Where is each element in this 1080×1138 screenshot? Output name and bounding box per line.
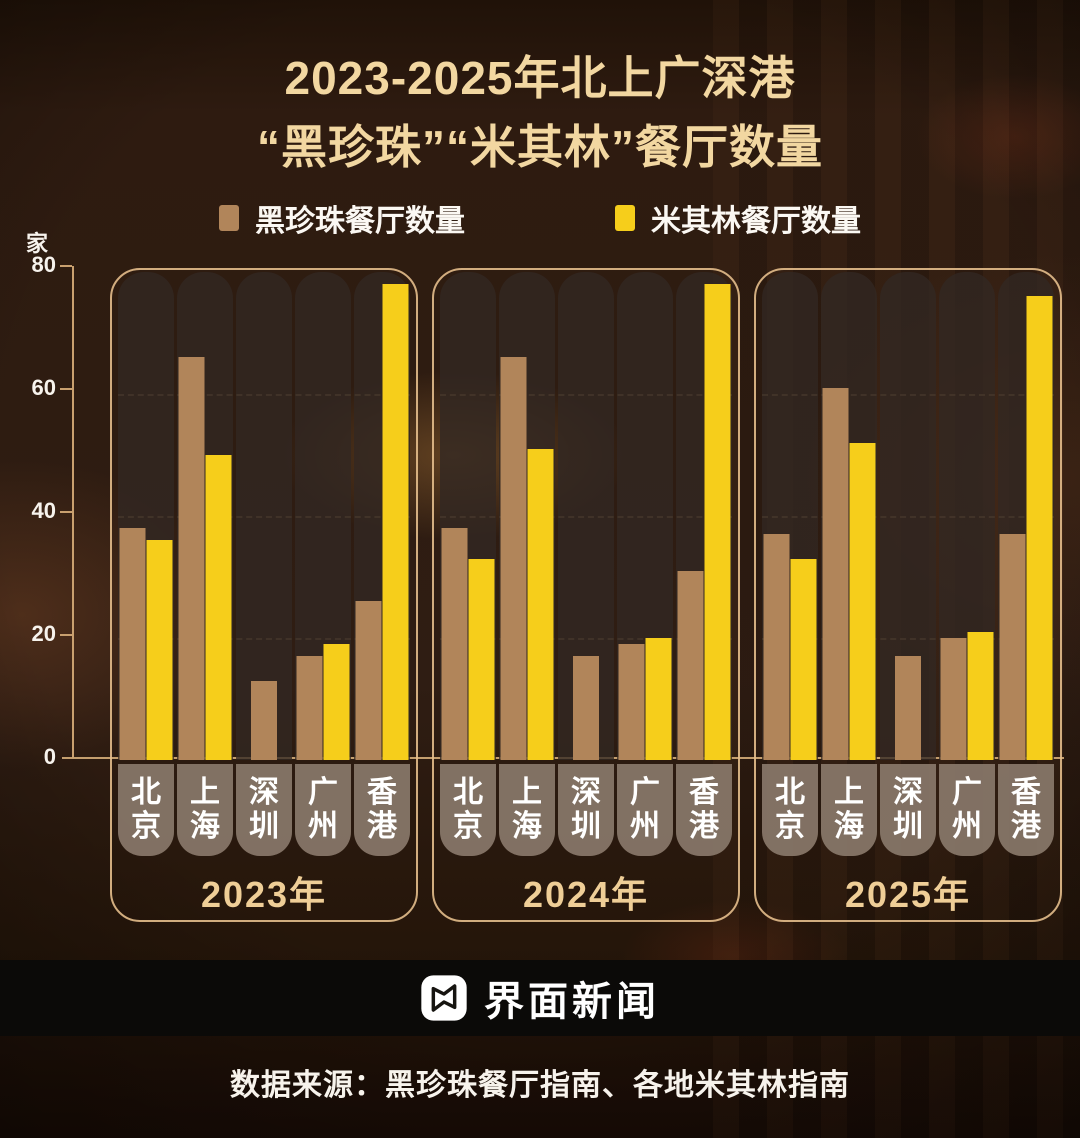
bar-black-pearl [822, 387, 849, 760]
title-line-1: 2023-2025年北上广深港 [284, 52, 796, 104]
bar-michelin [323, 644, 350, 760]
column-track [939, 272, 995, 760]
legend: 黑珍珠餐厅数量 米其林餐厅数量 [0, 196, 1080, 240]
y-tick [60, 634, 72, 636]
y-tick-label: 20 [31, 621, 56, 646]
column-track [676, 272, 732, 760]
bar-black-pearl [119, 528, 146, 760]
michelin-swatch-icon [615, 205, 635, 231]
column-track [354, 272, 410, 760]
bar-black-pearl [441, 528, 468, 760]
year-group: 北 京上 海深 圳广 州香 港 2024年 [432, 268, 740, 922]
bar-michelin [382, 284, 409, 760]
bar-black-pearl [573, 656, 599, 760]
column-track [821, 272, 877, 760]
city-label: 广 州 [939, 764, 995, 856]
city-label: 香 港 [676, 764, 732, 856]
column-track [177, 272, 233, 760]
bar-black-pearl [999, 534, 1026, 760]
column-track [998, 272, 1054, 760]
title-line-2: “黑珍珠”“米其林”餐厅数量 [257, 121, 823, 173]
column-track [499, 272, 555, 760]
black-pearl-swatch-icon [219, 205, 239, 231]
bar-black-pearl [895, 656, 921, 760]
city-label: 香 港 [354, 764, 410, 856]
column-track [118, 272, 174, 760]
legend-label: 米其林餐厅数量 [651, 205, 861, 238]
bar-michelin [468, 558, 495, 760]
bar-michelin [849, 442, 876, 760]
y-tick [60, 265, 72, 267]
jiemian-logo-icon [421, 975, 467, 1021]
city-label: 深 圳 [236, 764, 292, 856]
y-tick [60, 511, 72, 513]
year-label: 2025年 [844, 874, 972, 915]
city-label: 广 州 [617, 764, 673, 856]
bar-michelin [645, 638, 672, 760]
year-label: 2024年 [522, 874, 650, 915]
brand-bar: 界面新闻 [0, 960, 1080, 1036]
column-track [880, 272, 936, 760]
y-tick [60, 388, 72, 390]
y-tick-label: 0 [43, 744, 56, 769]
bar-michelin [527, 448, 554, 760]
legend-item-michelin: 米其林餐厅数量 [615, 196, 861, 240]
brand-name: 界面新闻 [484, 980, 660, 1024]
bar-black-pearl [677, 570, 704, 760]
year-group: 北 京上 海深 圳广 州香 港 2025年 [754, 268, 1062, 922]
city-label: 香 港 [998, 764, 1054, 856]
legend-item-black-pearl: 黑珍珠餐厅数量 [219, 196, 465, 240]
column-track [558, 272, 614, 760]
bar-black-pearl [763, 534, 790, 760]
city-label: 上 海 [177, 764, 233, 856]
year-group: 北 京上 海深 圳广 州香 港 2023年 [110, 268, 418, 922]
y-tick-label: 40 [31, 498, 56, 523]
y-tick-label: 80 [31, 252, 56, 277]
bar-black-pearl [178, 357, 205, 760]
legend-label: 黑珍珠餐厅数量 [255, 205, 465, 238]
bar-michelin [704, 284, 731, 760]
bar-michelin [146, 540, 173, 760]
bar-black-pearl [296, 656, 323, 760]
city-label: 深 圳 [558, 764, 614, 856]
city-label: 北 京 [762, 764, 818, 856]
y-tick-label: 60 [31, 375, 56, 400]
city-label: 上 海 [499, 764, 555, 856]
page-title: 2023-2025年北上广深港 “黑珍珠”“米其林”餐厅数量 [0, 44, 1080, 182]
bar-black-pearl [500, 357, 527, 760]
bar-black-pearl [355, 601, 382, 760]
bar-black-pearl [940, 638, 967, 760]
column-track [236, 272, 292, 760]
bar-black-pearl [251, 680, 277, 760]
column-track [440, 272, 496, 760]
bar-michelin [1026, 296, 1053, 760]
city-label: 北 京 [440, 764, 496, 856]
bar-black-pearl [618, 644, 645, 760]
column-track [295, 272, 351, 760]
bar-michelin [967, 631, 994, 760]
city-label: 深 圳 [880, 764, 936, 856]
column-track [617, 272, 673, 760]
city-label: 广 州 [295, 764, 351, 856]
y-axis-unit: 家 [26, 231, 49, 256]
city-label: 上 海 [821, 764, 877, 856]
bar-michelin [790, 558, 817, 760]
source-text: 数据来源：黑珍珠餐厅指南、各地米其林指南 [230, 1069, 850, 1102]
bar-michelin [205, 455, 232, 760]
y-axis [72, 266, 74, 758]
column-track [762, 272, 818, 760]
year-label: 2023年 [200, 874, 328, 915]
city-label: 北 京 [118, 764, 174, 856]
